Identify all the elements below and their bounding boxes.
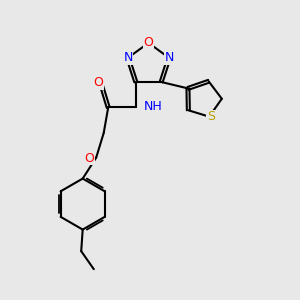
Text: S: S [207,110,215,123]
Text: NH: NH [144,100,163,113]
Text: O: O [144,36,153,50]
Text: N: N [123,51,133,64]
Text: O: O [85,152,94,165]
Text: O: O [93,76,103,89]
Text: N: N [164,51,174,64]
